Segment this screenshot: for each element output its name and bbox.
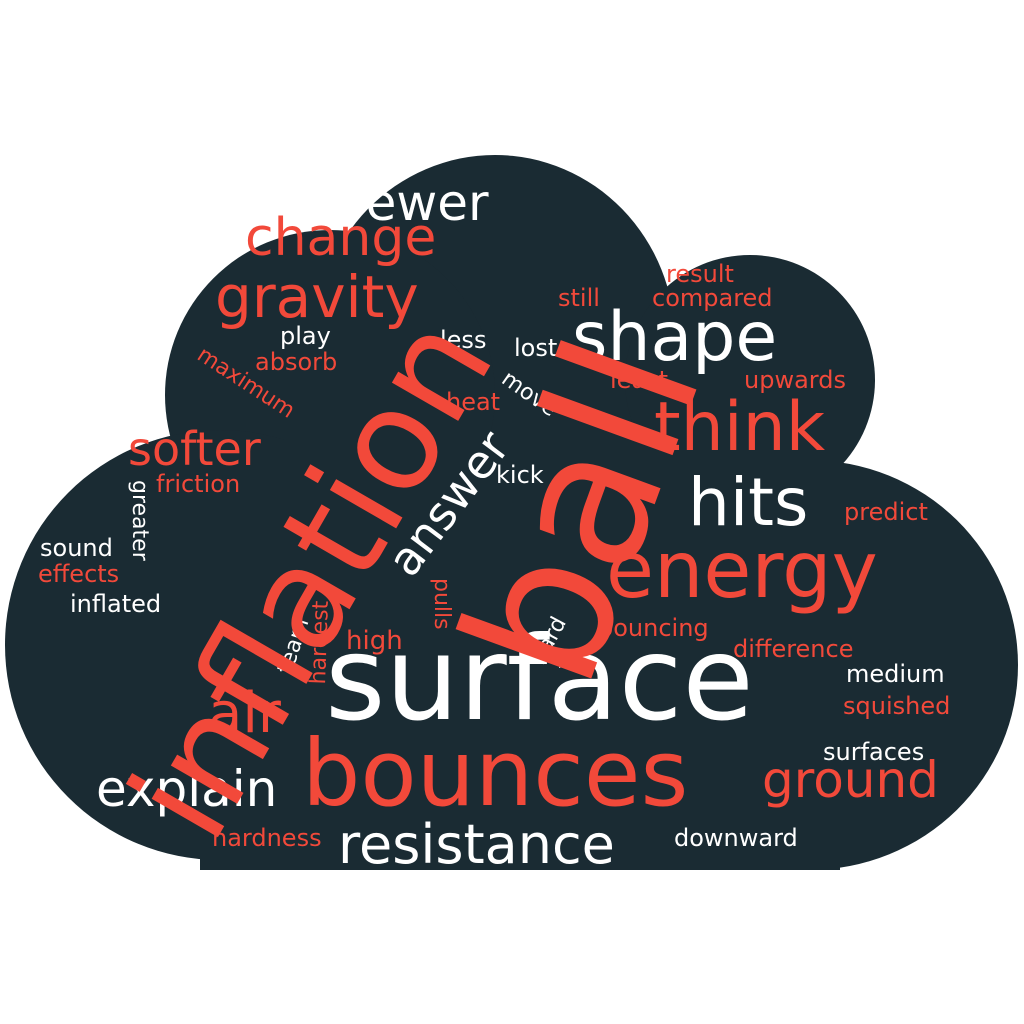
word-change: change xyxy=(245,208,437,268)
word-hardness: hardness xyxy=(212,824,322,852)
word-bouncing: bouncing xyxy=(598,614,709,642)
word-think: think xyxy=(654,388,826,467)
word-effects: effects xyxy=(38,560,120,588)
word-downward: downward xyxy=(674,824,798,852)
word-energy: energy xyxy=(606,526,878,616)
word-inflated: inflated xyxy=(70,590,162,618)
word-high: high xyxy=(346,626,403,656)
word-friction: friction xyxy=(156,470,241,498)
word-hits: hits xyxy=(688,464,809,541)
word-difference: difference xyxy=(733,635,854,663)
word-medium: medium xyxy=(846,660,945,688)
word-compared: compared xyxy=(652,284,773,312)
word-least: least xyxy=(610,366,669,394)
word-ground: ground xyxy=(762,751,939,809)
word-fewer: fewer xyxy=(348,174,489,232)
word-result: result xyxy=(666,260,734,288)
word-surface: surface xyxy=(325,612,754,747)
word-resistance: resistance xyxy=(338,813,615,876)
word-heat: heat xyxy=(446,388,501,416)
word-lost: lost xyxy=(514,334,558,362)
word-still: still xyxy=(558,284,600,312)
word-predict: predict xyxy=(844,498,928,526)
word-surfaces: surfaces xyxy=(823,738,925,766)
word-shape: shape xyxy=(572,298,778,377)
word-softer: softer xyxy=(128,422,261,476)
cloud-base xyxy=(200,440,840,870)
word-play: play xyxy=(280,322,331,350)
word-squished: squished xyxy=(843,692,951,720)
word-less: less xyxy=(440,326,487,354)
word-kick: kick xyxy=(496,461,544,489)
word-bounces: bounces xyxy=(302,720,689,827)
word-absorb: absorb xyxy=(255,348,338,376)
word-sound: sound xyxy=(40,534,113,562)
word-upwards: upwards xyxy=(744,366,846,394)
word-gravity: gravity xyxy=(215,263,419,331)
word-greater: greater xyxy=(127,480,152,561)
word-air: air xyxy=(208,681,281,746)
word-explain: explain xyxy=(96,760,278,818)
